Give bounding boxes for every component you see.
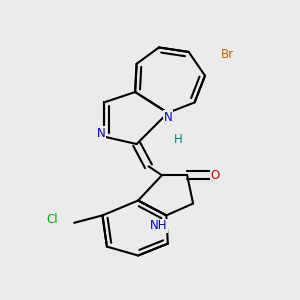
Text: Cl: Cl xyxy=(46,213,58,226)
Text: Br: Br xyxy=(221,48,234,62)
Text: O: O xyxy=(211,169,220,182)
Text: N: N xyxy=(164,111,172,124)
Text: NH: NH xyxy=(150,219,168,232)
Text: N: N xyxy=(97,127,105,140)
Text: H: H xyxy=(174,133,183,146)
